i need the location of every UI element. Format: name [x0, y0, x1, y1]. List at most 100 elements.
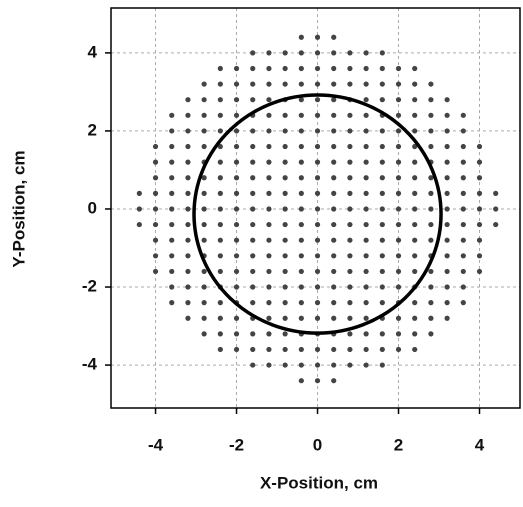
point: [217, 143, 223, 150]
point: [460, 253, 466, 259]
point: [282, 206, 288, 212]
x-tick-label: 2: [394, 435, 403, 454]
point: [298, 143, 304, 150]
point: [314, 128, 321, 134]
point: [169, 221, 175, 228]
point: [233, 253, 240, 259]
point: [363, 112, 369, 118]
point: [363, 331, 369, 337]
point: [136, 206, 142, 212]
point: [152, 221, 159, 228]
point: [428, 97, 434, 103]
point: [379, 300, 385, 306]
point: [217, 237, 223, 243]
point: [201, 331, 207, 337]
point: [298, 378, 304, 384]
x-tick-label: 0: [313, 435, 322, 454]
point: [185, 143, 191, 150]
point: [476, 143, 483, 150]
point: [379, 128, 385, 134]
point: [331, 346, 337, 353]
point: [233, 221, 240, 228]
point: [217, 65, 223, 72]
point: [201, 221, 207, 228]
point: [266, 331, 272, 337]
point: [266, 175, 272, 181]
point: [298, 315, 304, 321]
point: [331, 175, 337, 181]
point: [347, 362, 353, 368]
point: [201, 81, 207, 87]
point: [444, 143, 450, 150]
point: [476, 253, 483, 259]
point: [412, 206, 418, 212]
point: [363, 159, 369, 165]
point: [444, 300, 450, 306]
point: [169, 237, 175, 243]
point: [266, 112, 272, 118]
point: [395, 315, 402, 321]
point: [282, 221, 288, 228]
point: [314, 50, 321, 56]
point: [428, 300, 434, 306]
point: [152, 253, 159, 259]
point: [331, 81, 337, 87]
point: [217, 206, 223, 212]
point: [314, 34, 321, 40]
point: [460, 159, 466, 165]
point: [363, 221, 369, 228]
point: [282, 190, 288, 196]
point: [379, 175, 385, 181]
point: [185, 253, 191, 259]
point: [347, 50, 353, 56]
point: [412, 237, 418, 243]
point: [152, 159, 159, 165]
point: [347, 128, 353, 134]
point: [298, 81, 304, 87]
point: [444, 128, 450, 134]
point: [363, 97, 369, 103]
point: [395, 128, 402, 134]
point: [298, 50, 304, 56]
point: [169, 268, 175, 275]
point: [395, 97, 402, 103]
point: [201, 190, 207, 196]
point: [379, 268, 385, 275]
point: [444, 284, 450, 290]
point: [347, 81, 353, 87]
point: [314, 81, 321, 87]
point: [217, 175, 223, 181]
point: [201, 143, 207, 150]
point: [185, 159, 191, 165]
point: [298, 284, 304, 290]
point: [217, 112, 223, 118]
point: [282, 300, 288, 306]
point: [379, 190, 385, 196]
point: [395, 268, 402, 275]
point: [444, 315, 450, 321]
point: [412, 65, 418, 72]
point: [347, 206, 353, 212]
point: [363, 315, 369, 321]
point: [282, 284, 288, 290]
point: [379, 206, 385, 212]
point: [412, 221, 418, 228]
point: [266, 206, 272, 212]
point: [282, 81, 288, 87]
point: [444, 190, 450, 196]
point: [331, 315, 337, 321]
point: [331, 284, 337, 290]
point: [493, 190, 499, 196]
point: [379, 346, 385, 353]
point: [250, 65, 256, 72]
point: [428, 112, 434, 118]
point: [331, 237, 337, 243]
point: [185, 128, 191, 134]
point: [152, 190, 159, 196]
point: [379, 253, 385, 259]
point: [298, 300, 304, 306]
point: [282, 253, 288, 259]
point: [412, 159, 418, 165]
point: [169, 300, 175, 306]
point: [152, 237, 159, 243]
